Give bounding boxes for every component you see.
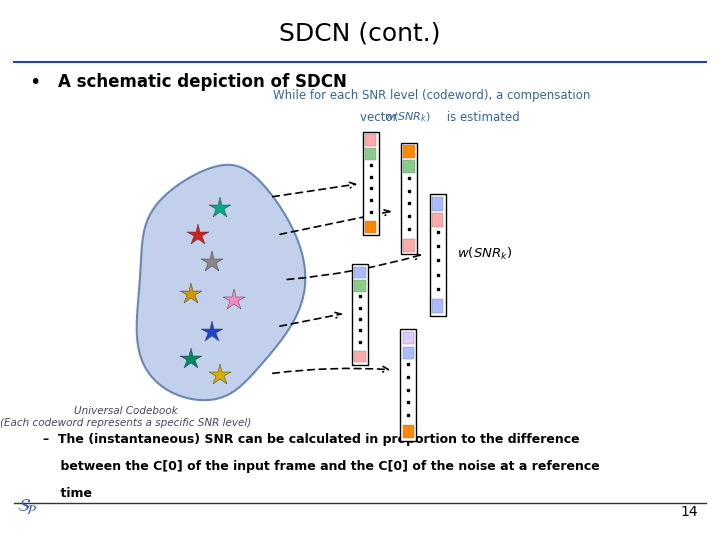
FancyBboxPatch shape [352,264,368,365]
Bar [402,425,414,438]
Text: Universal Codebook
(Each codeword represents a specific SNR level): Universal Codebook (Each codeword repres… [1,406,251,428]
Text: •: • [29,73,40,92]
Bar [432,299,444,313]
Text: $w(SNR_k)$: $w(SNR_k)$ [457,246,513,262]
Text: $w(SNR_k)$: $w(SNR_k)$ [384,111,431,124]
Bar [403,145,415,158]
Text: 14: 14 [681,505,698,519]
Text: is estimated: is estimated [443,111,520,124]
Bar [432,197,444,211]
FancyBboxPatch shape [401,143,417,254]
Text: SDCN (cont.): SDCN (cont.) [279,22,441,45]
Polygon shape [137,165,305,400]
Text: $\mathcal{S}_{\!\mathcal{P}}$: $\mathcal{S}_{\!\mathcal{P}}$ [17,497,37,516]
Text: between the C[0] of the input frame and the C[0] of the noise at a reference: between the C[0] of the input frame and … [43,460,600,473]
Text: time: time [43,487,92,500]
Bar [403,239,415,252]
FancyBboxPatch shape [363,132,379,235]
FancyBboxPatch shape [430,194,446,316]
Bar [402,332,414,345]
Bar [354,267,366,278]
Text: vector: vector [360,111,401,124]
Bar [402,347,414,359]
Bar [354,351,366,362]
Text: A schematic depiction of SDCN: A schematic depiction of SDCN [58,73,346,91]
Bar [365,134,377,146]
Bar [403,160,415,173]
Bar [432,213,444,227]
Text: While for each SNR level (codeword), a compensation: While for each SNR level (codeword), a c… [274,89,590,102]
FancyBboxPatch shape [400,329,416,441]
Bar [354,280,366,292]
Bar [365,148,377,160]
Text: –  The (instantaneous) SNR can be calculated in proportion to the difference: – The (instantaneous) SNR can be calcula… [43,433,580,446]
Bar [365,221,377,233]
